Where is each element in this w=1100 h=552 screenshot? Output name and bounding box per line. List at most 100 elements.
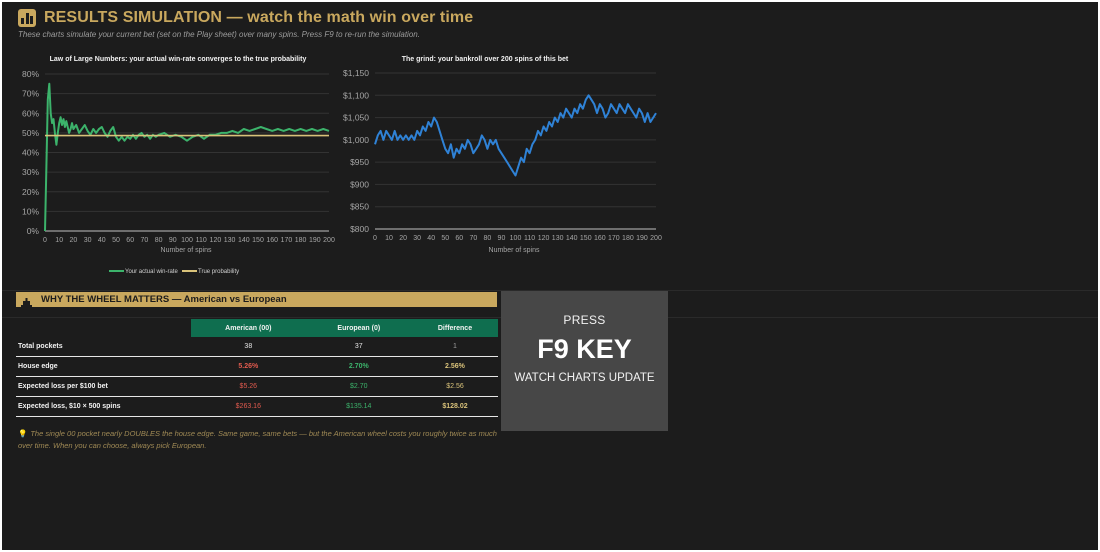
win-rate-x-tick-label: 20 xyxy=(70,237,78,244)
win-rate-chart-title: Law of Large Numbers: your actual win-ra… xyxy=(50,56,307,63)
bankroll-y-tick-label: $1,000 xyxy=(343,135,369,145)
wheel-note-text: The single 00 pocket nearly DOUBLES the … xyxy=(18,429,497,450)
win-rate-x-tick-label: 30 xyxy=(84,237,92,244)
cell-american[interactable]: 5.26% xyxy=(191,356,306,377)
bankroll-series-line xyxy=(374,94,657,177)
cell-european[interactable]: 37 xyxy=(305,337,412,357)
table-header-blank xyxy=(16,319,191,337)
bankroll-x-tick-label: 160 xyxy=(594,235,606,242)
section-banner: WHY THE WHEEL MATTERS — American vs Euro… xyxy=(16,292,497,308)
column-header-american: American (00) xyxy=(191,319,306,337)
row-label: House edge xyxy=(16,356,191,377)
cell-european[interactable]: $135.14 xyxy=(305,396,412,417)
win-rate-x-tick-label: 70 xyxy=(141,237,149,244)
win-rate-x-tick-label: 160 xyxy=(266,237,278,244)
table-row: House edge 5.26% 2.70% 2.56% xyxy=(16,356,498,377)
section-banner-text: WHY THE WHEEL MATTERS — American vs Euro… xyxy=(41,294,287,305)
table-row: Expected loss per $100 bet $5.26 $2.70 $… xyxy=(16,376,498,397)
win-rate-x-tick-label: 90 xyxy=(169,237,177,244)
bankroll-x-tick-label: 130 xyxy=(552,235,564,242)
win-rate-x-tick-label: 200 xyxy=(323,237,335,244)
bankroll-y-tick-label: $1,050 xyxy=(343,113,369,123)
bankroll-y-tick-label: $950 xyxy=(350,157,369,167)
bankroll-x-tick-label: 190 xyxy=(636,235,648,242)
win-rate-chart-svg: Law of Large Numbers: your actual win-ra… xyxy=(22,56,335,275)
win-rate-y-tick-label: 40% xyxy=(22,148,39,158)
win-rate-y-tick-label: 60% xyxy=(22,108,39,118)
win-rate-y-tick-label: 20% xyxy=(22,187,39,197)
column-header-difference: Difference xyxy=(411,319,498,337)
cell-european[interactable]: 2.70% xyxy=(305,356,412,377)
win-rate-x-tick-label: 110 xyxy=(196,237,207,244)
bankroll-x-tick-label: 60 xyxy=(455,235,463,242)
bankroll-x-tick-label: 180 xyxy=(622,235,634,242)
bankroll-chart[interactable]: The grind: your bankroll over 200 spins … xyxy=(332,50,667,260)
cell-difference[interactable]: 1 xyxy=(411,337,498,357)
divider xyxy=(2,290,1098,291)
bankroll-y-tick-label: $900 xyxy=(350,179,369,189)
win-rate-y-tick-label: 80% xyxy=(22,69,39,79)
win-rate-y-tick-label: 0% xyxy=(27,226,40,236)
cell-difference[interactable]: $2.56 xyxy=(411,376,498,397)
bankroll-x-tick-label: 80 xyxy=(484,235,492,242)
win-rate-y-tick-label: 10% xyxy=(22,206,39,216)
row-label: Expected loss per $100 bet xyxy=(16,376,191,397)
cell-american[interactable]: $5.26 xyxy=(191,376,306,397)
win-rate-chart[interactable]: Law of Large Numbers: your actual win-ra… xyxy=(14,50,344,282)
bankroll-x-tick-label: 30 xyxy=(413,235,421,242)
win-rate-y-tick-label: 30% xyxy=(22,167,39,177)
win-rate-y-tick-label: 50% xyxy=(22,128,39,138)
table-row: Total pockets 38 37 1 xyxy=(16,337,498,357)
win-rate-x-tick-label: 100 xyxy=(181,237,193,244)
column-header-european: European (0) xyxy=(305,319,412,337)
win-rate-x-tick-label: 50 xyxy=(112,237,120,244)
cell-difference[interactable]: $128.02 xyxy=(411,396,498,417)
legend-label-true-probability: True probability xyxy=(198,269,239,275)
win-rate-x-tick-label: 80 xyxy=(155,237,163,244)
bankroll-x-tick-label: 170 xyxy=(608,235,620,242)
table-row: Expected loss, $10 × 500 spins $263.16 $… xyxy=(16,396,498,417)
bankroll-x-tick-label: 0 xyxy=(373,235,377,242)
bankroll-chart-svg: The grind: your bankroll over 200 spins … xyxy=(343,56,662,254)
lightbulb-icon: 💡 xyxy=(18,429,28,438)
bankroll-x-tick-label: 140 xyxy=(566,235,578,242)
f9-key-label: F9 KEY xyxy=(537,334,632,364)
win-rate-x-tick-label: 120 xyxy=(210,237,222,244)
bankroll-chart-title: The grind: your bankroll over 200 spins … xyxy=(402,56,569,63)
win-rate-x-tick-label: 10 xyxy=(55,237,63,244)
bankroll-y-tick-label: $1,150 xyxy=(343,68,369,78)
bankroll-y-tick-label: $800 xyxy=(350,224,369,234)
page-title: RESULTS SIMULATION — watch the math win … xyxy=(44,9,474,26)
bar-chart-icon xyxy=(18,9,36,27)
win-rate-x-tick-label: 140 xyxy=(238,237,250,244)
cell-american[interactable]: 38 xyxy=(191,337,306,357)
bankroll-x-tick-label: 100 xyxy=(510,235,522,242)
wheel-comparison-table: American (00) European (0) Difference To… xyxy=(16,319,498,417)
win-rate-x-tick-label: 130 xyxy=(224,237,236,244)
win-rate-x-tick-label: 190 xyxy=(309,237,321,244)
bankroll-x-tick-label: 40 xyxy=(427,235,435,242)
bankroll-x-tick-label: 20 xyxy=(399,235,407,242)
win-rate-x-axis-label: Number of spins xyxy=(161,247,212,254)
page-subtitle: These charts simulate your current bet (… xyxy=(18,30,420,39)
win-rate-x-tick-label: 0 xyxy=(43,237,47,244)
page-header: RESULTS SIMULATION — watch the math win … xyxy=(18,8,473,28)
cell-difference[interactable]: 2.56% xyxy=(411,356,498,377)
bankroll-x-tick-label: 50 xyxy=(441,235,449,242)
table-header-row: American (00) European (0) Difference xyxy=(16,319,498,337)
bankroll-x-tick-label: 10 xyxy=(385,235,393,242)
bankroll-y-tick-label: $850 xyxy=(350,202,369,212)
bankroll-x-tick-label: 90 xyxy=(498,235,506,242)
win-rate-x-tick-label: 150 xyxy=(252,237,264,244)
win-rate-x-tick-label: 40 xyxy=(98,237,106,244)
bankroll-x-tick-label: 110 xyxy=(524,235,535,242)
win-rate-x-tick-label: 180 xyxy=(295,237,307,244)
bankroll-x-axis-label: Number of spins xyxy=(489,247,540,254)
bankroll-x-tick-label: 200 xyxy=(650,235,662,242)
cell-european[interactable]: $2.70 xyxy=(305,376,412,397)
press-label: PRESS xyxy=(563,313,606,327)
roulette-wheel-icon xyxy=(21,295,32,308)
cell-american[interactable]: $263.16 xyxy=(191,396,306,417)
watch-charts-label: WATCH CHARTS UPDATE xyxy=(514,372,655,384)
